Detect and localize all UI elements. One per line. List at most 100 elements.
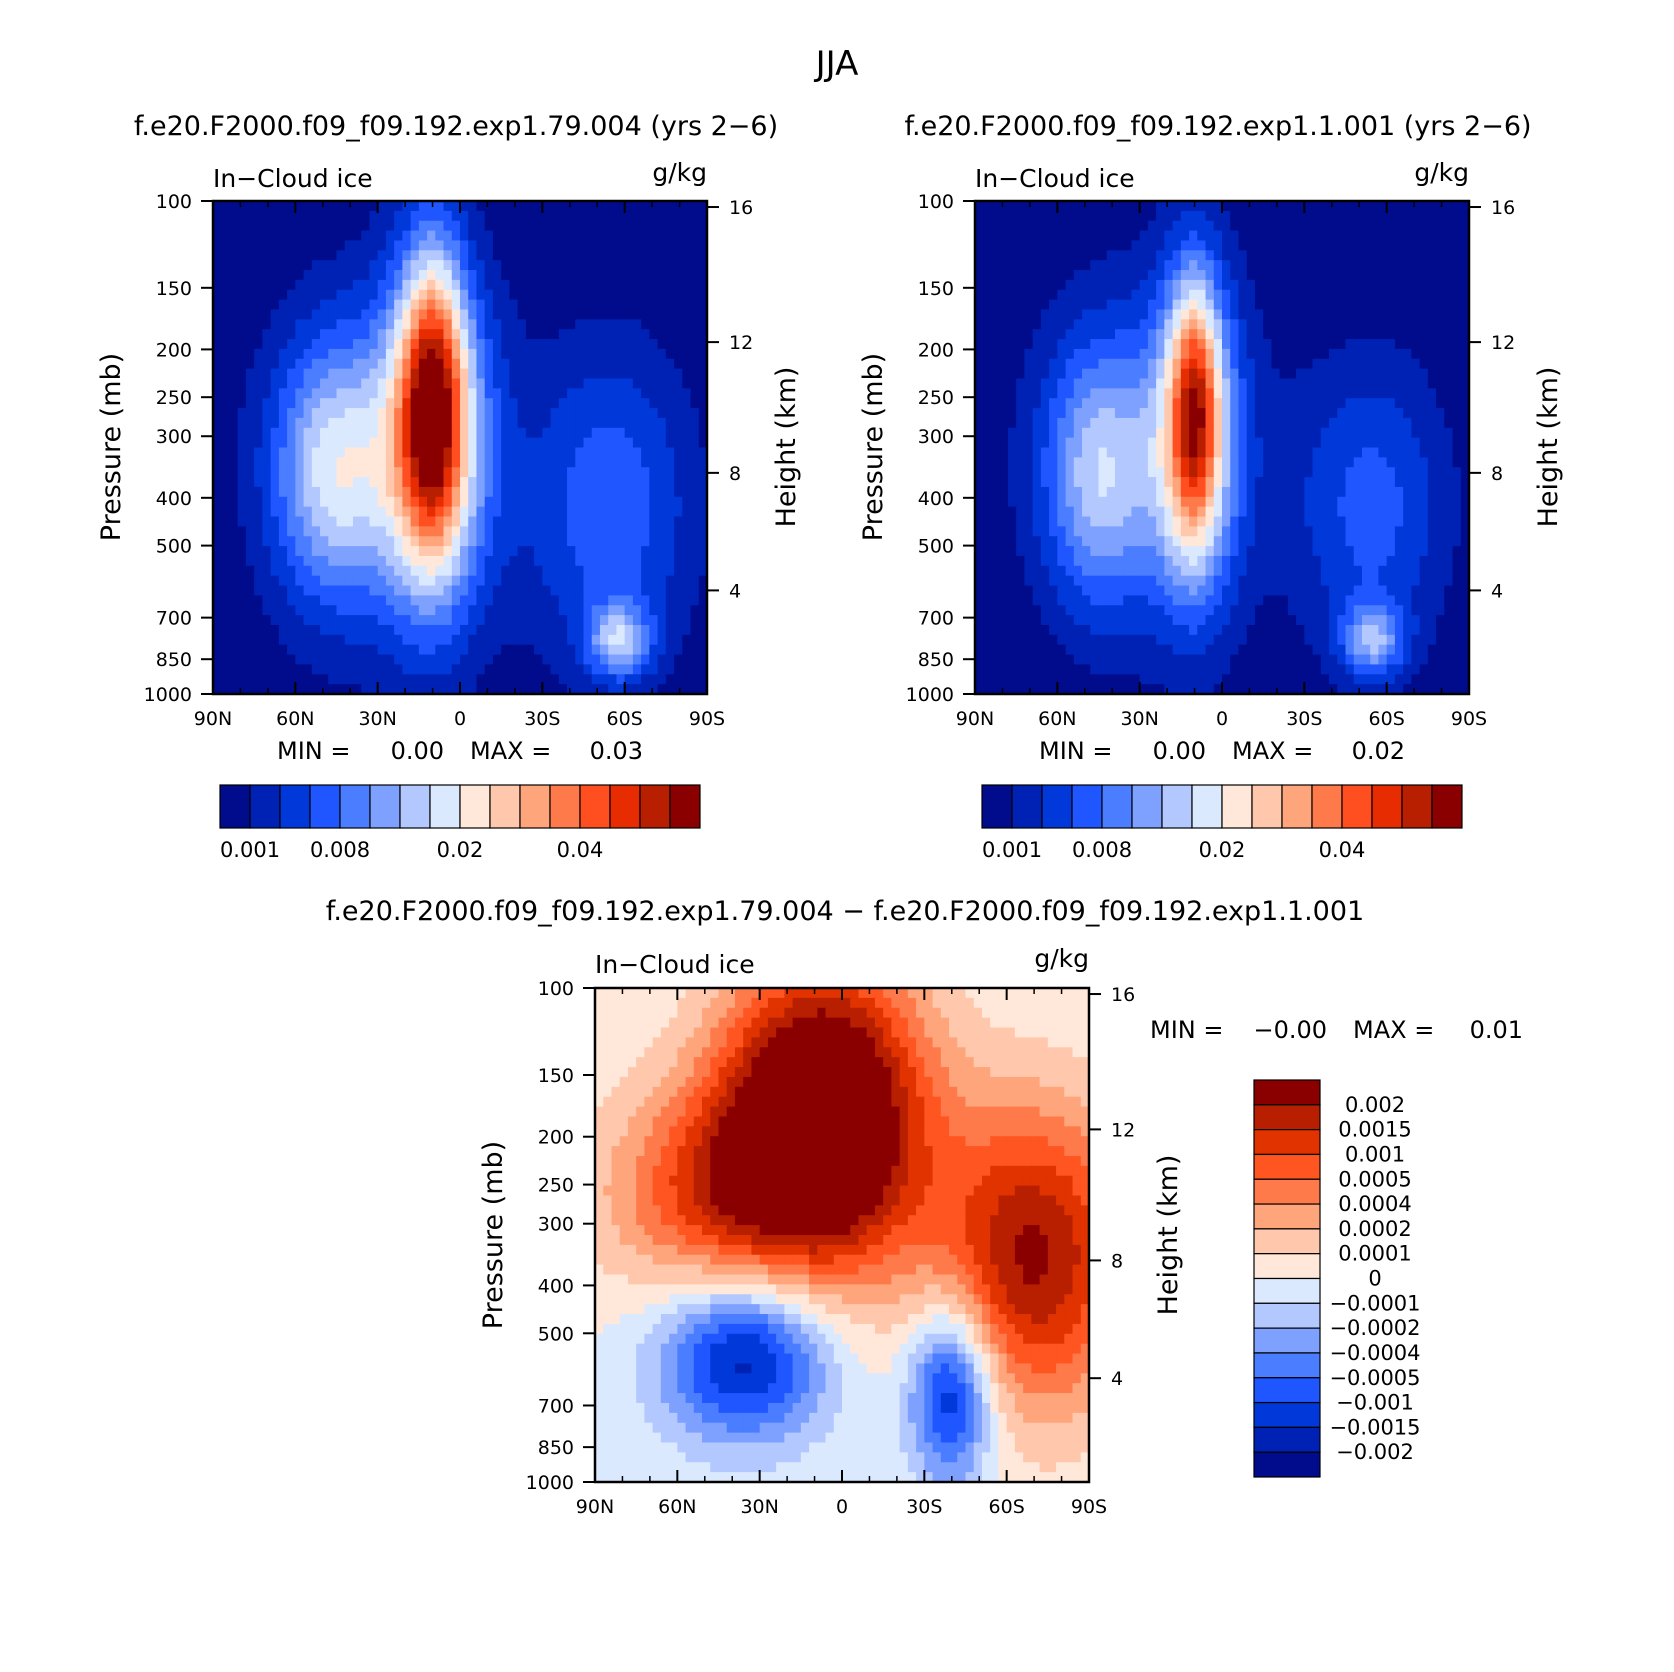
contour-cell xyxy=(229,289,239,301)
contour-cell xyxy=(295,624,305,636)
contour-cell xyxy=(1436,417,1445,429)
contour-cell xyxy=(517,210,527,222)
contour-cell xyxy=(1263,240,1272,251)
contour-cell xyxy=(1156,477,1165,488)
contour-cell xyxy=(1361,348,1371,360)
contour-cell xyxy=(1040,398,1050,409)
contour-cell xyxy=(1049,339,1058,350)
contour-cell xyxy=(1345,417,1355,429)
contour-cell xyxy=(1032,260,1042,271)
contour-cell xyxy=(501,526,510,537)
contour-cell xyxy=(1222,477,1231,488)
contour-cell xyxy=(1246,270,1256,281)
contour-cell xyxy=(975,417,984,429)
contour-cell xyxy=(1131,368,1141,380)
contour-cell xyxy=(1065,398,1075,409)
contour-cell xyxy=(1139,339,1149,350)
contour-cell xyxy=(303,624,313,636)
contour-cell xyxy=(1370,378,1380,389)
contour-cell xyxy=(1304,417,1314,429)
contour-cell xyxy=(320,526,329,537)
contour-cell xyxy=(690,654,700,666)
contour-cell xyxy=(1320,329,1330,340)
contour-cell xyxy=(575,624,585,636)
contour-cell xyxy=(591,684,601,695)
contour-cell xyxy=(608,496,618,508)
contour-cell xyxy=(1436,437,1445,449)
contour-cell xyxy=(1189,329,1198,340)
contour-cell xyxy=(682,486,692,498)
contour-cell xyxy=(599,664,609,675)
contour-cell xyxy=(509,506,519,518)
contour-cell xyxy=(427,624,436,636)
contour-cell xyxy=(443,299,453,311)
contour-cell xyxy=(575,240,585,251)
contour-cell xyxy=(991,240,1001,251)
contour-cell xyxy=(1378,437,1388,449)
contour-cell xyxy=(674,250,683,261)
contour-cell xyxy=(1329,260,1338,271)
contour-cell xyxy=(295,664,305,675)
contour-cell xyxy=(1304,240,1314,251)
contour-cell xyxy=(443,210,453,222)
contour-cell xyxy=(624,437,634,449)
contour-cell xyxy=(1296,299,1305,311)
contour-cell xyxy=(1040,447,1050,458)
contour-cell xyxy=(1246,289,1256,301)
contour-cell xyxy=(1337,496,1347,508)
contour-cell xyxy=(591,279,601,291)
contour-cell xyxy=(336,319,346,330)
contour-cell xyxy=(1106,408,1116,419)
contour-cell xyxy=(295,279,305,291)
contour-cell xyxy=(492,585,502,596)
contour-cell xyxy=(270,674,280,685)
contour-cell xyxy=(344,279,354,291)
contour-cell xyxy=(377,526,387,537)
contour-cell xyxy=(616,260,626,271)
contour-cell xyxy=(983,289,993,301)
contour-cell xyxy=(287,516,296,527)
contour-cell xyxy=(245,457,255,468)
contour-cell xyxy=(254,368,263,380)
contour-cell xyxy=(418,299,428,311)
contour-cell xyxy=(1296,486,1305,498)
contour-cell xyxy=(991,417,1001,429)
contour-cell xyxy=(484,674,494,685)
contour-cell xyxy=(237,408,247,419)
contour-cell xyxy=(418,220,428,232)
contour-cell xyxy=(550,457,560,468)
contour-cell xyxy=(1180,477,1190,488)
contour-cell xyxy=(674,260,683,271)
contour-cell xyxy=(344,398,354,409)
contour-cell xyxy=(352,605,362,616)
contour-cell xyxy=(1222,447,1231,458)
contour-cell xyxy=(468,615,478,626)
contour-cell xyxy=(1098,457,1108,468)
contour-cell xyxy=(278,220,288,232)
contour-cell xyxy=(1197,250,1207,261)
contour-cell xyxy=(534,615,543,626)
contour-cell xyxy=(657,348,667,360)
contour-cell xyxy=(1189,230,1198,242)
contour-cell xyxy=(336,339,346,350)
contour-cell xyxy=(517,674,527,685)
contour-cell xyxy=(254,230,263,242)
contour-cell xyxy=(1320,299,1330,311)
contour-cell xyxy=(1427,220,1437,232)
contour-cell xyxy=(394,674,403,685)
contour-cell xyxy=(1419,230,1429,242)
contour-cell xyxy=(657,427,667,439)
contour-cell xyxy=(975,486,984,498)
contour-cell xyxy=(451,437,461,449)
contour-cell xyxy=(665,526,675,537)
contour-cell xyxy=(476,506,486,518)
contour-cell xyxy=(262,398,272,409)
contour-cell xyxy=(1320,339,1330,350)
contour-cell xyxy=(550,486,560,498)
contour-cell xyxy=(451,299,461,311)
contour-cell xyxy=(369,299,379,311)
contour-cell xyxy=(336,358,346,370)
contour-cell xyxy=(682,477,692,488)
contour-cell xyxy=(567,427,576,439)
contour-cell xyxy=(476,664,486,675)
